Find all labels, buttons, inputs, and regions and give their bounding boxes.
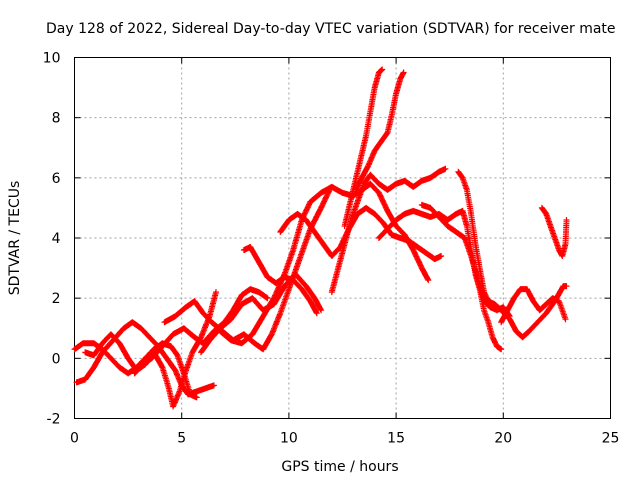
y-tick-label: 8 [52, 111, 61, 127]
x-tick-label: 0 [70, 431, 79, 447]
marker-trail [375, 207, 505, 353]
series-track-11 [341, 66, 386, 229]
series-track-10 [328, 165, 449, 296]
chart-title: Day 128 of 2022, Sidereal Day-to-day VTE… [46, 21, 616, 37]
series-track-16 [498, 286, 569, 326]
marker-trail [341, 66, 386, 229]
y-tick-label: 2 [52, 291, 61, 307]
tick-layer: 0 5 10 15 20 25 -2 0 2 4 6 8 10 [43, 51, 620, 447]
data-points [71, 66, 570, 410]
series-track-6 [198, 271, 325, 356]
y-tick-label: 6 [52, 171, 61, 187]
x-tick-label: 5 [177, 431, 186, 447]
marker-trail [538, 204, 570, 259]
series-track-17 [538, 204, 570, 259]
x-axis-label: GPS time / hours [281, 459, 398, 475]
y-tick-label: 4 [52, 231, 61, 247]
marker-trail [198, 271, 325, 356]
x-tick-label: 15 [387, 431, 405, 447]
x-tick-label: 25 [602, 431, 620, 447]
y-tick-label: 10 [43, 51, 61, 67]
series-track-12 [352, 69, 407, 193]
x-tick-label: 10 [280, 431, 298, 447]
y-tick-label: -2 [47, 412, 61, 428]
marker-trail [352, 69, 407, 193]
marker-trail [498, 286, 569, 326]
marker-trail [328, 165, 449, 296]
y-tick-label: 0 [52, 351, 61, 367]
x-tick-label: 20 [494, 431, 512, 447]
series-track-13 [375, 207, 505, 353]
y-axis-label: SDTVAR / TECUs [7, 181, 23, 296]
